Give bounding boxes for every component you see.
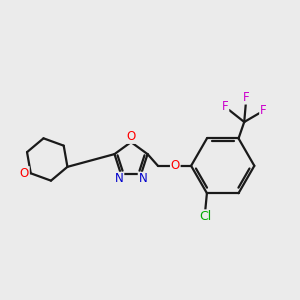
Text: Cl: Cl (199, 210, 212, 223)
Text: O: O (126, 130, 136, 143)
Text: O: O (20, 167, 29, 180)
Text: F: F (260, 104, 266, 117)
Text: F: F (222, 100, 229, 113)
Text: N: N (139, 172, 147, 185)
Text: F: F (242, 91, 249, 104)
Text: N: N (115, 172, 124, 185)
Text: O: O (171, 159, 180, 172)
